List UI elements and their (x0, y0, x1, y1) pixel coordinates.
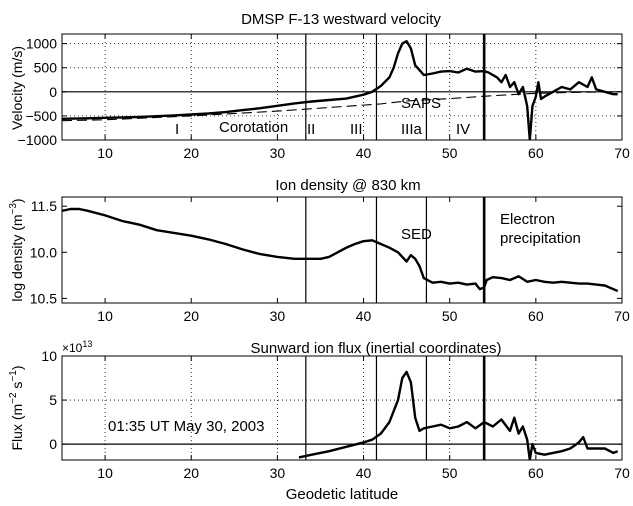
x-tick-label: 60 (528, 145, 544, 161)
x-tick-label: 50 (442, 465, 458, 481)
x-tick-label: 40 (356, 308, 372, 324)
x-tick-label: 30 (270, 465, 286, 481)
panel-flux-boundaries (305, 356, 486, 460)
annotation-sed: SED (401, 226, 432, 243)
y-tick-label: −500 (25, 108, 57, 124)
y-tick-label: 11.5 (31, 198, 57, 214)
annotation-region-iv: IV (456, 121, 470, 138)
panel-velocity-frame (61, 33, 623, 141)
y-tick-label: 5 (49, 392, 57, 408)
x-tick-label: 50 (442, 308, 458, 324)
panel-velocity-ylabel: Velocity (m/s) (9, 46, 25, 130)
x-tick-label: 10 (97, 308, 113, 324)
annotation-region-i: I (175, 121, 179, 138)
annotation-timestamp: 01:35 UT May 30, 2003 (108, 418, 265, 435)
x-tick-label: 70 (614, 308, 630, 324)
panel-velocity-y-ticks: 1000 500 0 −500 −1000 (18, 36, 622, 148)
y-tick-label: −1000 (18, 132, 58, 148)
panel-flux: Sunward ion flux (inertial coordinates) … (8, 339, 630, 481)
panel-density-series (62, 207, 619, 293)
x-tick-label: 20 (183, 308, 199, 324)
panel-flux-series (298, 370, 619, 460)
annotation-region-iiia: IIIa (401, 121, 423, 138)
panel-velocity: DMSP F-13 westward velocity 1000 500 0 −500… (9, 11, 630, 161)
annotation-corotation: Corotation (219, 119, 288, 136)
annotation-electron-line1: Electron (500, 211, 555, 228)
x-tick-label: 10 (97, 465, 113, 481)
x-tick-label: 30 (270, 308, 286, 324)
x-axis-label: Geodetic latitude (286, 486, 399, 503)
panel-density-y-ticks: 11.5 10.0 10.5 (30, 198, 622, 306)
y-tick-label: 10 (41, 348, 57, 364)
annotation-region-ii: II (307, 121, 315, 138)
annotation-saps: SAPS (401, 95, 441, 112)
panel-density-frame (61, 196, 623, 304)
panel-flux-title: Sunward ion flux (inertial coordinates) (251, 340, 502, 357)
x-tick-label: 20 (183, 145, 199, 161)
x-tick-label: 40 (356, 465, 372, 481)
panel-flux-frame (61, 355, 623, 461)
x-tick-label: 70 (614, 145, 630, 161)
annotation-electron-line2: precipitation (500, 230, 581, 247)
panel-flux-x-ticks: 10 20 30 40 50 60 70 (97, 356, 630, 481)
panel-flux-ylabel: Flux (m−2 s−1) (8, 365, 25, 450)
y-tick-label: 0 (49, 84, 57, 100)
x-tick-label: 20 (183, 465, 199, 481)
x-tick-label: 10 (97, 145, 113, 161)
panel-density-title: Ion density @ 830 km (275, 177, 420, 194)
series-line (62, 40, 618, 140)
y-tick-label: 0 (49, 436, 57, 452)
y-tick-label: 1000 (26, 36, 57, 52)
panel-velocity-x-ticks: 10 20 30 40 50 60 70 (97, 34, 630, 161)
panel-density: Ion density @ 830 km 11.5 10.0 10.5 10 20 30… (8, 177, 630, 324)
panel-velocity-boundaries (305, 34, 486, 140)
panel-density-boundaries (305, 197, 486, 303)
y-tick-label: 500 (34, 60, 58, 76)
annotation-region-iii: III (350, 121, 363, 138)
x-tick-label: 60 (528, 465, 544, 481)
panel-flux-y-ticks: 10 5 0 (41, 348, 622, 452)
x-tick-label: 50 (442, 145, 458, 161)
x-tick-label: 70 (614, 465, 630, 481)
panel-velocity-title: DMSP F-13 westward velocity (241, 11, 441, 28)
series-line (298, 370, 619, 460)
panel-velocity-series (62, 40, 618, 140)
x-tick-label: 40 (356, 145, 372, 161)
series-line (62, 207, 619, 293)
y-tick-label: 10.5 (30, 290, 57, 306)
series-line-dashed (62, 91, 618, 122)
panel-density-ylabel: log density (m−3) (8, 198, 25, 301)
x-tick-label: 30 (270, 145, 286, 161)
panel-flux-multiplier: ×1013 (62, 339, 92, 355)
x-tick-label: 60 (528, 308, 544, 324)
y-tick-label: 10.0 (30, 244, 57, 260)
panel-density-x-ticks: 10 20 30 40 50 60 70 (97, 197, 630, 324)
